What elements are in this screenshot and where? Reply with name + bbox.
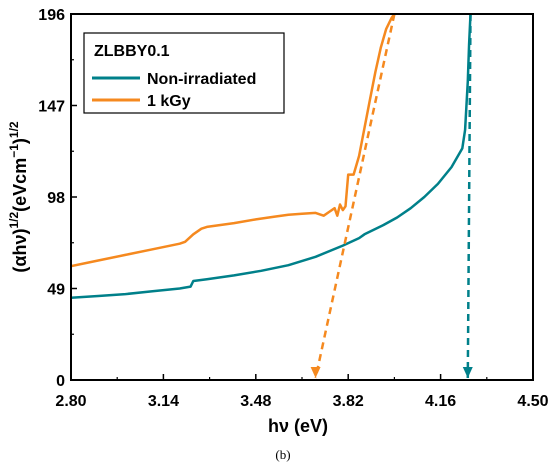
y-tick-label: 147 bbox=[38, 99, 65, 116]
x-tick-label: 4.16 bbox=[425, 393, 456, 410]
y-axis-title-unit: (eVcm bbox=[10, 158, 30, 212]
y-tick-label: 196 bbox=[38, 7, 65, 24]
y-tick-label: 98 bbox=[47, 190, 65, 207]
extrapolation-line-non-irradiated bbox=[466, 13, 472, 379]
figure-caption: (b) bbox=[275, 447, 290, 462]
y-axis-title-unit-exp: −1 bbox=[7, 144, 21, 158]
series-line-non-irradiated bbox=[71, 14, 472, 300]
x-tick-label: 3.48 bbox=[240, 393, 271, 410]
extrapolation-arrowhead-non-irradiated bbox=[462, 367, 473, 378]
y-axis-title: (αhν)1/2(eVcm−1)1/2 bbox=[7, 121, 30, 272]
x-axis-title: hν (eV) bbox=[268, 416, 328, 436]
series-line-1kgy bbox=[71, 14, 396, 268]
y-tick-label: 0 bbox=[56, 373, 65, 390]
y-axis-title-exp2: 1/2 bbox=[7, 121, 21, 138]
legend-label-1kgy: 1 kGy bbox=[147, 93, 191, 110]
y-tick-label: 49 bbox=[47, 282, 65, 299]
x-tick-label: 4.50 bbox=[517, 393, 548, 410]
legend: ZLBBY0.1 Non-irradiated 1 kGy bbox=[83, 32, 285, 114]
legend-title: ZLBBY0.1 bbox=[94, 43, 170, 60]
y-axis-title-exp1: 1/2 bbox=[7, 212, 21, 229]
legend-label-non-irradiated: Non-irradiated bbox=[147, 71, 256, 88]
extrapolation-arrowhead-1kgy bbox=[310, 367, 321, 378]
y-axis-title-unit-close: ) bbox=[10, 138, 30, 144]
extrapolation-line-1kgy bbox=[314, 13, 396, 379]
x-tick-label: 2.80 bbox=[55, 393, 86, 410]
y-axis-title-base: (αhν) bbox=[10, 229, 30, 273]
x-tick-label: 3.82 bbox=[333, 393, 364, 410]
x-tick-label: 3.14 bbox=[148, 393, 179, 410]
